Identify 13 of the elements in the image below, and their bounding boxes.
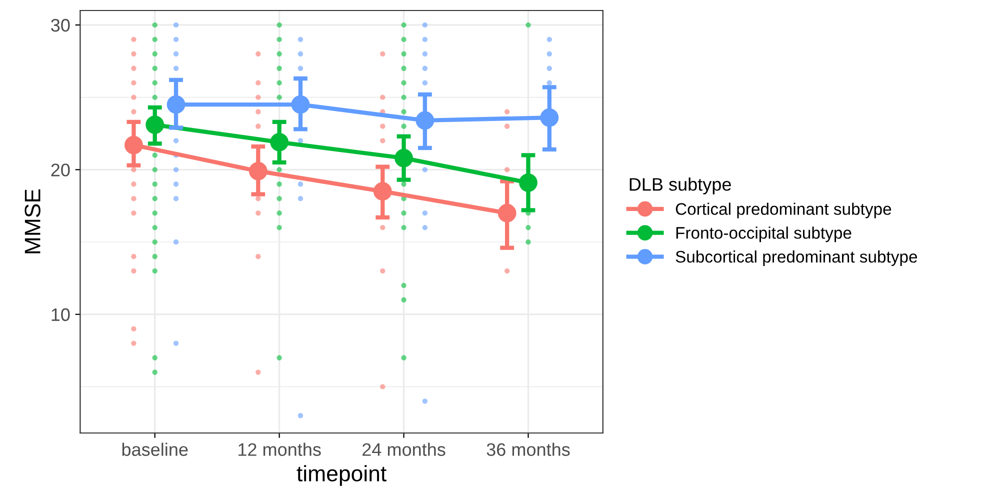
legend-label: Fronto-occipital subtype <box>676 226 852 242</box>
y-tick-label: 20 <box>51 164 70 176</box>
x-tick-label: 12 months <box>238 442 321 456</box>
legend-title: DLB subtype <box>630 178 731 194</box>
y-tick-label: 10 <box>52 308 70 322</box>
y-tick-label: 30 <box>51 18 70 32</box>
y-axis-title: MMSE <box>24 189 40 254</box>
legend-label: Cortical predominant subtype <box>676 202 892 218</box>
x-tick-label: baseline <box>122 442 188 456</box>
x-tick-label: 24 months <box>362 442 446 456</box>
legend-label: Subcortical predominant subtype <box>676 250 918 266</box>
x-axis-title: timepoint <box>296 465 386 486</box>
x-tick-label: 36 months <box>486 442 570 456</box>
